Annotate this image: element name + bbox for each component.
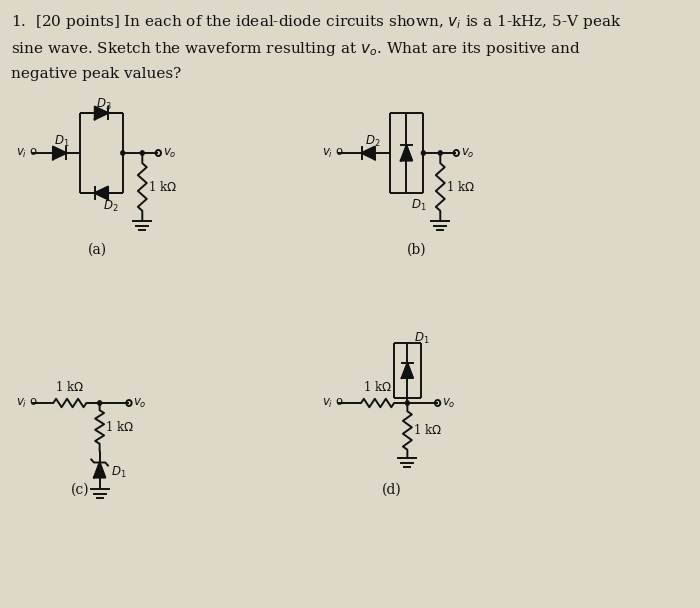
Text: $D_2$: $D_2$ xyxy=(103,198,119,213)
Polygon shape xyxy=(402,363,413,378)
Circle shape xyxy=(121,151,125,155)
Text: (c): (c) xyxy=(71,483,90,497)
Text: 1.  [20 points] In each of the ideal-diode circuits shown, $v_i$ is a 1-kHz, 5-V: 1. [20 points] In each of the ideal-diod… xyxy=(10,13,622,31)
Polygon shape xyxy=(53,147,66,159)
Text: $D_1$: $D_1$ xyxy=(55,133,70,148)
Polygon shape xyxy=(401,145,412,161)
Text: sine wave. Sketch the waveform resulting at $v_o$. What are its positive and: sine wave. Sketch the waveform resulting… xyxy=(10,40,580,58)
Text: (d): (d) xyxy=(382,483,401,497)
Polygon shape xyxy=(94,106,108,119)
Text: $D_1$: $D_1$ xyxy=(411,198,426,213)
Text: negative peak values?: negative peak values? xyxy=(10,67,181,81)
Text: $D_2$: $D_2$ xyxy=(365,133,380,148)
Polygon shape xyxy=(94,187,108,199)
Polygon shape xyxy=(362,147,375,159)
Text: $v_i$ o: $v_i$ o xyxy=(16,396,38,410)
Text: $v_o$: $v_o$ xyxy=(163,147,176,159)
Text: $v_i$ o: $v_i$ o xyxy=(322,147,344,159)
Text: 1 k$\Omega$: 1 k$\Omega$ xyxy=(105,420,134,434)
Text: $v_o$: $v_o$ xyxy=(134,396,147,410)
Text: 1 k$\Omega$: 1 k$\Omega$ xyxy=(55,380,84,394)
Text: (b): (b) xyxy=(407,243,426,257)
Text: 1 k$\Omega$: 1 k$\Omega$ xyxy=(148,180,176,194)
Circle shape xyxy=(141,151,144,155)
Circle shape xyxy=(98,401,102,405)
Circle shape xyxy=(421,151,426,155)
Circle shape xyxy=(405,401,409,405)
Circle shape xyxy=(438,151,442,155)
Text: 1 k$\Omega$: 1 k$\Omega$ xyxy=(446,180,475,194)
Text: 1 k$\Omega$: 1 k$\Omega$ xyxy=(413,424,442,438)
Text: (a): (a) xyxy=(88,243,107,257)
Text: $v_o$: $v_o$ xyxy=(442,396,456,410)
Polygon shape xyxy=(94,463,105,477)
Text: $D_3$: $D_3$ xyxy=(96,97,111,111)
Text: 1 k$\Omega$: 1 k$\Omega$ xyxy=(363,380,392,394)
Text: $v_o$: $v_o$ xyxy=(461,147,475,159)
Text: $v_i$ o: $v_i$ o xyxy=(16,147,38,159)
Text: $D_1$: $D_1$ xyxy=(111,465,126,480)
Text: $v_i$ o: $v_i$ o xyxy=(322,396,344,410)
Text: $D_1$: $D_1$ xyxy=(414,331,429,345)
